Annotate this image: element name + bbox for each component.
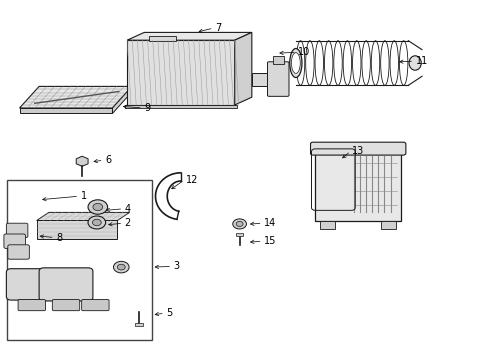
Bar [135, 323, 143, 326]
Polygon shape [315, 150, 400, 221]
Bar [148, 36, 175, 41]
Circle shape [232, 219, 246, 229]
Polygon shape [20, 108, 112, 113]
Circle shape [113, 261, 129, 273]
FancyBboxPatch shape [52, 300, 80, 311]
FancyBboxPatch shape [39, 268, 93, 301]
Text: 5: 5 [166, 308, 172, 318]
Polygon shape [76, 156, 88, 166]
Text: 3: 3 [173, 261, 180, 271]
Bar [272, 57, 283, 64]
FancyBboxPatch shape [310, 142, 405, 155]
Ellipse shape [291, 53, 300, 73]
Polygon shape [37, 212, 129, 220]
Text: 8: 8 [56, 233, 62, 243]
Text: 11: 11 [415, 56, 427, 66]
Circle shape [88, 216, 105, 229]
Ellipse shape [408, 56, 421, 70]
Polygon shape [112, 86, 132, 113]
Text: 14: 14 [264, 218, 276, 228]
FancyBboxPatch shape [267, 62, 288, 96]
Text: 9: 9 [144, 103, 150, 113]
Text: 10: 10 [298, 47, 310, 57]
Text: 1: 1 [81, 191, 87, 201]
FancyBboxPatch shape [6, 269, 57, 300]
Text: 4: 4 [124, 204, 131, 214]
Polygon shape [234, 32, 251, 105]
FancyBboxPatch shape [4, 234, 25, 248]
Circle shape [117, 264, 125, 270]
Text: 12: 12 [185, 175, 198, 185]
Bar [50, 278, 79, 291]
Circle shape [88, 200, 107, 214]
Ellipse shape [289, 49, 302, 77]
Polygon shape [127, 32, 251, 40]
Bar [251, 73, 268, 86]
Circle shape [92, 219, 101, 226]
Polygon shape [20, 86, 132, 108]
Text: 2: 2 [124, 218, 131, 228]
Text: 15: 15 [264, 236, 276, 246]
FancyBboxPatch shape [81, 300, 109, 311]
Bar [124, 105, 237, 108]
Text: 6: 6 [105, 155, 111, 165]
FancyBboxPatch shape [18, 300, 45, 311]
Polygon shape [127, 40, 234, 105]
Text: 7: 7 [215, 23, 221, 33]
Text: 13: 13 [351, 146, 364, 156]
Bar [320, 221, 334, 229]
Circle shape [236, 221, 243, 226]
Polygon shape [37, 220, 117, 239]
Bar [7, 180, 151, 340]
Circle shape [93, 203, 102, 211]
Bar [381, 221, 395, 229]
FancyBboxPatch shape [6, 223, 28, 238]
Bar [236, 233, 243, 236]
FancyBboxPatch shape [8, 245, 29, 259]
